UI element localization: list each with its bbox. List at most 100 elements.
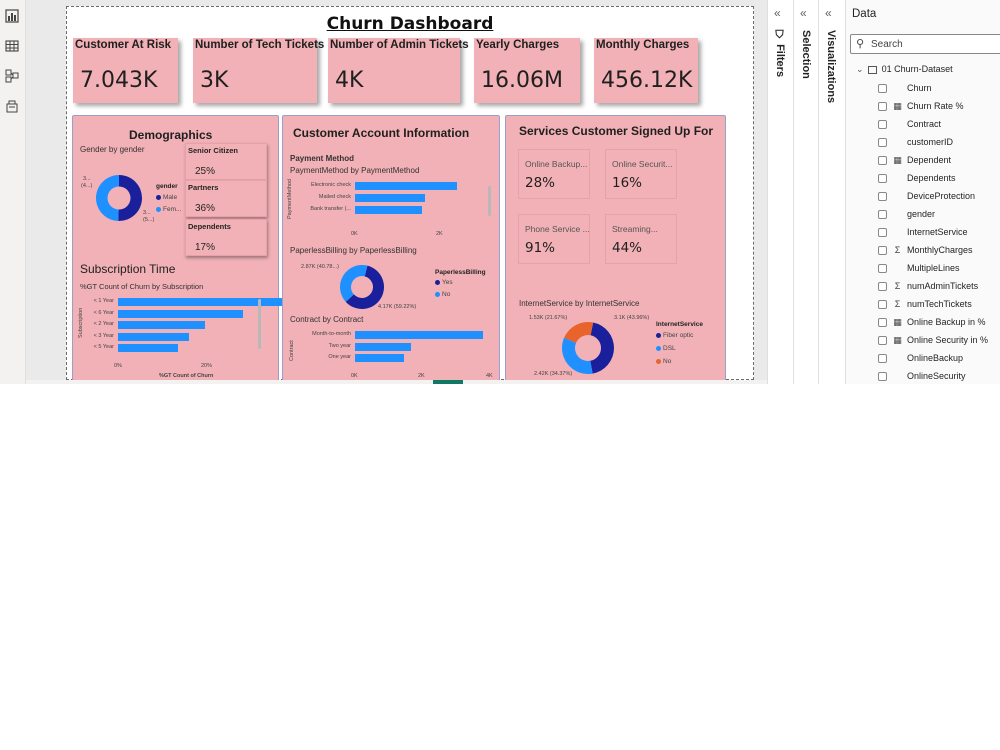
- senior-citizen-card[interactable]: Senior Citizen 25%: [185, 143, 267, 180]
- field-checkbox[interactable]: [878, 192, 887, 201]
- expand-chevron-icon[interactable]: «: [774, 6, 781, 20]
- field-checkbox[interactable]: [878, 264, 887, 273]
- bar[interactable]: [118, 309, 243, 318]
- field-item[interactable]: ▦ Online Security in %: [878, 333, 1000, 351]
- kpi-card-yearly-charges[interactable]: Yearly Charges 16.06M: [474, 38, 580, 103]
- payment-method-bar-chart[interactable]: Electronic check Mailed check Bank transfe…: [283, 178, 501, 228]
- field-checkbox[interactable]: [878, 300, 887, 309]
- field-item[interactable]: OnlineSecurity: [878, 369, 1000, 384]
- services-panel[interactable]: Services Customer Signed Up For Online B…: [505, 115, 726, 381]
- field-item[interactable]: ▦ Online Backup in %: [878, 315, 1000, 333]
- table-node[interactable]: ⌄ 01 Churn-Dataset: [856, 64, 953, 74]
- field-checkbox[interactable]: [878, 318, 887, 327]
- field-item[interactable]: Dependents: [878, 171, 1000, 189]
- field-checkbox[interactable]: [878, 372, 887, 381]
- donut-slice-yes[interactable]: [345, 265, 384, 309]
- field-checkbox[interactable]: [878, 282, 887, 291]
- donut-slice-no[interactable]: [340, 265, 368, 302]
- partners-card[interactable]: Partners 36%: [185, 180, 267, 217]
- paperless-donut-chart[interactable]: [339, 264, 385, 310]
- sigma-icon: Σ: [894, 281, 901, 291]
- dependents-card[interactable]: Dependents 17%: [185, 219, 267, 256]
- table-view-icon[interactable]: [4, 38, 20, 54]
- customer-account-panel[interactable]: Customer Account Information Payment Met…: [282, 115, 500, 381]
- field-checkbox[interactable]: [878, 174, 887, 183]
- kpi-card-tech-tickets[interactable]: Number of Tech Tickets 3K: [193, 38, 324, 103]
- axis-title: %GT Count of Churn: [159, 373, 214, 379]
- sigma-icon: Σ: [894, 299, 901, 309]
- kpi-card-admin-tickets[interactable]: Number of Admin Tickets 4K: [328, 38, 469, 103]
- active-page-tab[interactable]: [433, 380, 463, 384]
- field-checkbox[interactable]: [878, 354, 887, 363]
- contract-bar-chart[interactable]: Month-to-month Two year One year: [283, 329, 501, 369]
- field-item[interactable]: MultipleLines: [878, 261, 1000, 279]
- field-checkbox[interactable]: [878, 120, 887, 129]
- bar[interactable]: [118, 321, 205, 329]
- field-item[interactable]: Σ MonthlyCharges: [878, 243, 1000, 261]
- field-checkbox[interactable]: [878, 138, 887, 147]
- field-checkbox[interactable]: [878, 228, 887, 237]
- bar[interactable]: [355, 194, 425, 202]
- demographics-panel[interactable]: Demographics Gender by gender 3... (4...…: [72, 115, 292, 382]
- chart-scrollbar[interactable]: [488, 186, 491, 216]
- selection-pane-label: Selection: [800, 30, 812, 79]
- field-checkbox[interactable]: [878, 156, 887, 165]
- category-label: One year: [328, 354, 351, 360]
- data-label: 3...: [83, 176, 91, 182]
- field-item[interactable]: OnlineBackup: [878, 351, 1000, 369]
- bar[interactable]: [118, 298, 292, 306]
- donut-slice-no[interactable]: [564, 322, 594, 343]
- bar[interactable]: [355, 206, 422, 214]
- field-item[interactable]: gender: [878, 207, 1000, 225]
- field-item[interactable]: customerID: [878, 135, 1000, 153]
- chart-scrollbar[interactable]: [258, 299, 261, 349]
- donut-slice-dsl[interactable]: [562, 337, 593, 374]
- online-security-card[interactable]: Online Securit... 16%: [605, 149, 677, 199]
- search-icon: ⚲: [856, 38, 865, 50]
- expand-chevron-icon[interactable]: «: [825, 6, 832, 20]
- bar[interactable]: [118, 344, 178, 352]
- bar[interactable]: [118, 332, 189, 341]
- internet-service-donut-chart[interactable]: [561, 321, 615, 375]
- chart-title: Contract by Contract: [290, 315, 364, 324]
- field-item[interactable]: Churn: [878, 81, 1000, 99]
- bar[interactable]: [355, 182, 458, 190]
- field-item[interactable]: InternetService: [878, 225, 1000, 243]
- expand-chevron-icon[interactable]: «: [800, 6, 807, 20]
- field-checkbox[interactable]: [878, 336, 887, 345]
- visualizations-pane-label: Visualizations: [825, 30, 837, 104]
- field-checkbox[interactable]: [878, 84, 887, 93]
- donut-slice-fiber-optic[interactable]: [590, 322, 614, 374]
- field-item[interactable]: Contract: [878, 117, 1000, 135]
- streaming-card[interactable]: Streaming... 44%: [605, 214, 677, 264]
- bar[interactable]: [355, 342, 411, 351]
- visualizations-pane[interactable]: « Visualizations: [818, 0, 845, 384]
- dax-query-view-icon[interactable]: [4, 98, 20, 114]
- field-item[interactable]: ▦ Dependent: [878, 153, 1000, 171]
- phone-service-card[interactable]: Phone Service ... 91%: [518, 214, 590, 264]
- field-checkbox[interactable]: [878, 102, 887, 111]
- selection-pane[interactable]: « Selection: [793, 0, 818, 384]
- bar[interactable]: [355, 354, 404, 362]
- field-item[interactable]: DeviceProtection: [878, 189, 1000, 207]
- kpi-card-customer-at-risk[interactable]: Customer At Risk 7.043K: [73, 38, 178, 103]
- data-search-input[interactable]: ⚲ Search: [850, 34, 1000, 54]
- chevron-down-icon[interactable]: ⌄: [856, 64, 864, 74]
- field-checkbox[interactable]: [878, 246, 887, 255]
- report-view-icon[interactable]: [4, 8, 20, 24]
- model-view-icon[interactable]: [4, 68, 20, 84]
- kpi-card-monthly-charges[interactable]: Monthly Charges 456.12K: [594, 38, 698, 103]
- filters-pane[interactable]: « ⛉ Filters: [767, 0, 793, 384]
- legend-title: InternetService: [656, 321, 703, 328]
- gender-donut-chart[interactable]: [95, 174, 143, 222]
- donut-slice-male[interactable]: [118, 175, 142, 221]
- field-item[interactable]: ▦ Churn Rate %: [878, 99, 1000, 117]
- bar[interactable]: [355, 331, 483, 339]
- field-label: OnlineSecurity: [907, 371, 966, 381]
- field-checkbox[interactable]: [878, 210, 887, 219]
- online-backup-card[interactable]: Online Backup... 28%: [518, 149, 590, 199]
- subscription-bar-chart[interactable]: < 1 Year < 6 Year < 2 Year < 3 Year < 5 Year: [73, 296, 292, 382]
- donut-slice-female[interactable]: [95, 175, 119, 221]
